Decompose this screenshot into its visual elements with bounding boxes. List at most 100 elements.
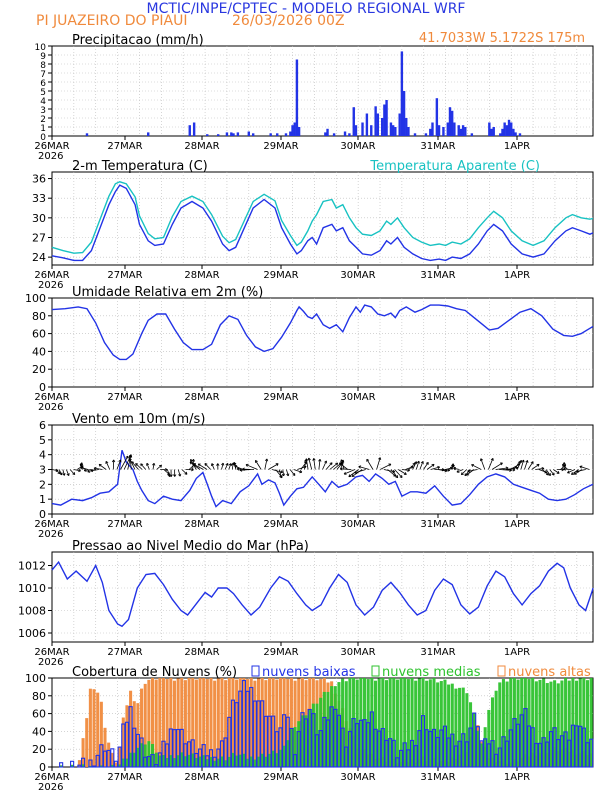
wind-arrow-head xyxy=(329,462,333,466)
wind-arrow xyxy=(167,469,171,477)
cloud-bar-nuvens-medias xyxy=(154,752,158,767)
precip-bar xyxy=(437,125,441,136)
wind-arrow xyxy=(524,460,528,470)
cloud-bar-nuvens-baixas xyxy=(369,711,374,768)
cloud-bar-nuvens-medias xyxy=(436,682,440,767)
cloud-bar-nuvens-medias xyxy=(341,678,345,767)
wind-arrow-head xyxy=(239,468,243,472)
cloud-bar-nuvens-medias xyxy=(556,683,560,767)
cloud-bar-nuvens-baixas xyxy=(59,762,64,768)
year-label: 2026 xyxy=(38,151,63,162)
wind-arrow xyxy=(318,459,321,470)
cloud-bar-nuvens-baixas xyxy=(475,726,480,768)
wind-arrow-head xyxy=(72,472,76,475)
wind-arrow xyxy=(553,469,560,474)
wind-arrow xyxy=(480,458,486,470)
x-tick-label: 29MAR xyxy=(263,141,298,152)
cloud-bar-nuvens-altas xyxy=(235,679,239,767)
y-tick-label: 27 xyxy=(32,231,46,244)
precip-bar xyxy=(230,132,233,136)
y-tick-label: 24 xyxy=(32,251,46,264)
cloud-bar-nuvens-baixas xyxy=(91,765,97,768)
wind-arrow-head xyxy=(312,458,316,461)
legend-swatch-1 xyxy=(371,665,380,677)
cloud-bar-nuvens-baixas xyxy=(384,739,389,768)
y-tick-label: 1012 xyxy=(18,560,46,573)
wind-arrow xyxy=(268,463,279,470)
cloud-bar-nuvens-altas xyxy=(194,679,198,767)
legend-swatch-2 xyxy=(497,665,506,677)
wind-arrow-head xyxy=(216,463,220,466)
cloud-bar-nuvens-baixas xyxy=(578,725,583,768)
wind-arrow xyxy=(488,458,494,470)
cloud-bar-nuvens-altas xyxy=(165,679,169,767)
cloud-bar-nuvens-altas xyxy=(209,678,213,767)
wind-arrow-head xyxy=(233,462,237,466)
cloud-bar-nuvens-baixas xyxy=(490,740,495,768)
wind-arrow-head xyxy=(191,463,195,466)
x-tick-label: 30MAR xyxy=(340,270,375,281)
precip-bar xyxy=(232,133,235,136)
cloud-bar-nuvens-medias xyxy=(235,755,239,767)
cloud-bar-nuvens-baixas xyxy=(439,729,444,768)
wind-arrow-head xyxy=(416,460,420,464)
y-tick-label: 3 xyxy=(39,464,46,477)
x-tick-label: 26MAR xyxy=(34,772,69,783)
legend-label-2: nuvens altas xyxy=(508,665,591,680)
wind-arrow xyxy=(129,455,132,470)
cloud-bar-nuvens-medias xyxy=(165,757,169,767)
wind-arrow-head xyxy=(420,461,424,464)
cloud-bar-nuvens-medias xyxy=(520,678,524,767)
cloud-bar-nuvens-medias xyxy=(370,678,374,767)
cloud-bar-nuvens-altas xyxy=(278,678,282,767)
cloud-bar-nuvens-baixas xyxy=(271,715,276,768)
cloud-bar-nuvens-baixas xyxy=(135,733,140,768)
cloud-bar-nuvens-altas xyxy=(96,692,100,767)
cloud-bar-nuvens-baixas xyxy=(453,745,458,768)
wind-arrow xyxy=(401,469,410,471)
wind-arrow-head xyxy=(221,462,225,466)
precip-bar xyxy=(405,118,408,136)
cloud-bar-nuvens-medias xyxy=(213,760,217,767)
cloud-bar-nuvens-altas xyxy=(125,705,129,767)
x-tick-label: 27MAR xyxy=(107,141,142,152)
cloud-bar-nuvens-medias xyxy=(447,684,451,767)
wind-arrow xyxy=(58,469,63,476)
cloud-bar-nuvens-medias xyxy=(70,764,74,767)
cloud-bar-nuvens-altas xyxy=(121,717,125,767)
run-time: 26/03/2026 00Z xyxy=(232,13,345,29)
wind-arrow-head xyxy=(299,470,303,474)
cloud-bar-nuvens-medias xyxy=(176,755,180,767)
precip-bar xyxy=(361,122,364,136)
cloud-bar-nuvens-baixas xyxy=(234,702,239,768)
precip-bar xyxy=(514,132,517,136)
wind-arrow-head xyxy=(140,463,144,467)
cloud-bar-nuvens-baixas xyxy=(157,752,162,768)
cloud-bar-nuvens-medias xyxy=(564,678,568,767)
wind-arrow-head xyxy=(354,470,358,474)
y-tick-label: 9 xyxy=(40,52,46,62)
y-tick-label: 80 xyxy=(32,310,46,323)
wind-arrow-head xyxy=(236,467,240,471)
wind-arrow xyxy=(177,469,181,477)
cloud-bar-nuvens-baixas xyxy=(589,738,594,768)
x-tick-label: 31MAR xyxy=(420,141,455,152)
x-tick-label: 26MAR xyxy=(34,392,69,403)
precip-bar xyxy=(216,134,220,136)
cloud-bar-nuvens-baixas xyxy=(464,741,469,768)
x-tick-label: 1APR xyxy=(504,519,530,530)
cloud-bar-nuvens-medias xyxy=(373,680,378,767)
cloud-bar-nuvens-baixas xyxy=(559,735,565,768)
cloud-bar-nuvens-medias xyxy=(542,678,546,767)
wind-arrow xyxy=(445,467,453,470)
panel-title: Vento em 10m (m/s) xyxy=(72,412,205,427)
wind-arrow xyxy=(380,463,392,470)
cloud-bar-nuvens-baixas xyxy=(179,728,184,768)
wind-arrow-head xyxy=(576,469,579,473)
wind-arrow xyxy=(520,459,524,470)
wind-arrow xyxy=(412,461,417,470)
wind-arrow-head xyxy=(551,472,555,476)
wind-arrow xyxy=(146,463,150,470)
cloud-bar-nuvens-medias xyxy=(571,678,575,767)
cloud-bar-nuvens-medias xyxy=(289,728,293,767)
